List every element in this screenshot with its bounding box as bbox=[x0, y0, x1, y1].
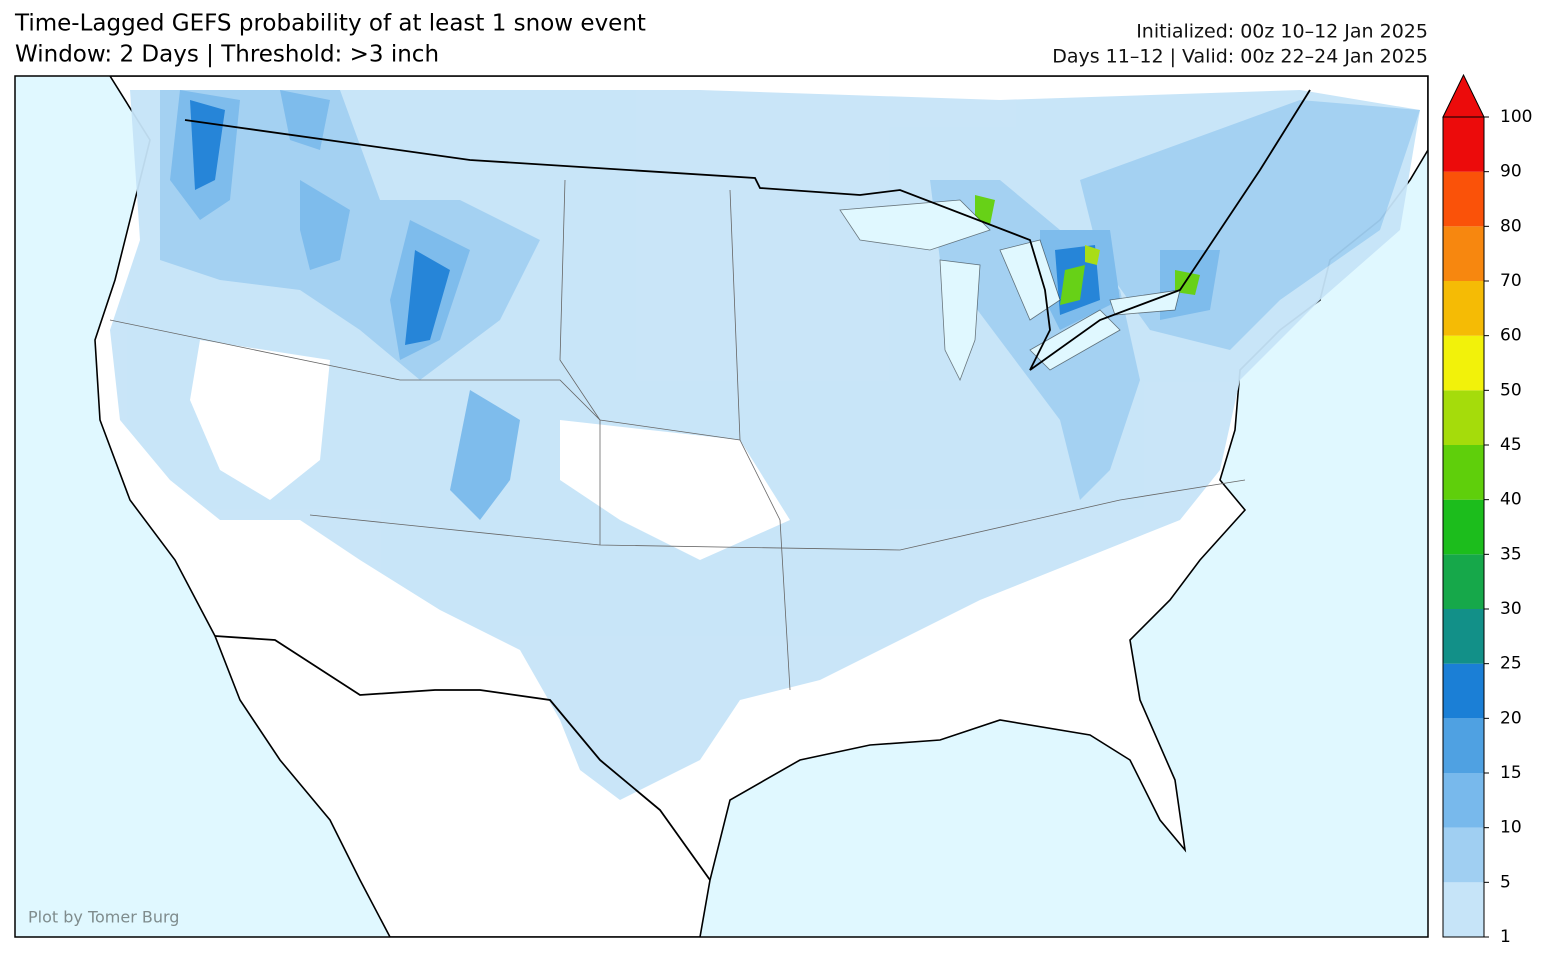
colorbar-bin bbox=[1443, 827, 1484, 883]
colorbar-extension bbox=[1442, 73, 1485, 118]
colorbar-label: 30 bbox=[1500, 599, 1522, 619]
colorbar-label: 1 bbox=[1500, 927, 1511, 947]
colorbar-label: 60 bbox=[1500, 326, 1522, 346]
colorbar-bin bbox=[1443, 554, 1484, 609]
state-lines bbox=[109, 179, 1246, 691]
title-line: Window: 2 Days | Threshold: >3 inch bbox=[15, 42, 439, 68]
colorbar-bin bbox=[1443, 718, 1484, 773]
colorbar-label: 40 bbox=[1500, 490, 1522, 510]
snow-probability bbox=[110, 90, 1420, 800]
colorbar-bin bbox=[1443, 226, 1484, 281]
colorbar-label: 35 bbox=[1500, 544, 1522, 564]
colorbar-bin bbox=[1443, 663, 1484, 719]
colorbar-label: 70 bbox=[1500, 271, 1522, 291]
colorbar-label: 10 bbox=[1500, 818, 1522, 838]
colorbar-bin bbox=[1443, 390, 1484, 445]
colorbar-bin bbox=[1443, 335, 1484, 391]
colorbar-bin bbox=[1443, 445, 1484, 500]
colorbar-label: 50 bbox=[1500, 380, 1522, 400]
colorbar-bin bbox=[1443, 499, 1484, 555]
colorbar-label: 15 bbox=[1500, 763, 1522, 783]
colorbar-bin bbox=[1443, 882, 1484, 937]
map bbox=[15, 76, 1428, 937]
map-frame bbox=[14, 75, 1429, 938]
colorbar-bin bbox=[1443, 773, 1484, 828]
borders bbox=[184, 89, 1311, 881]
info-line: Days 11–12 | Valid: 00z 22–24 Jan 2025 bbox=[1052, 46, 1428, 68]
colorbar-label: 100 bbox=[1500, 107, 1532, 127]
colorbar-bin bbox=[1443, 609, 1484, 664]
colorbar-bin bbox=[1443, 281, 1484, 336]
colorbar-label: 20 bbox=[1500, 708, 1522, 728]
colorbar-label: 90 bbox=[1500, 162, 1522, 182]
colorbar-bin bbox=[1443, 117, 1484, 172]
colorbar-label: 25 bbox=[1500, 654, 1522, 674]
title-line: Time-Lagged GEFS probability of at least… bbox=[14, 11, 646, 37]
info-line: Initialized: 00z 10–12 Jan 2025 bbox=[1136, 21, 1428, 43]
colorbar-outline bbox=[1442, 116, 1485, 938]
colorbar-bin bbox=[1443, 171, 1484, 227]
colorbar-label: 45 bbox=[1500, 435, 1522, 455]
credit: Plot by Tomer Burg bbox=[28, 908, 179, 927]
colorbar-label: 80 bbox=[1500, 216, 1522, 236]
colorbar-label: 5 bbox=[1500, 872, 1511, 892]
